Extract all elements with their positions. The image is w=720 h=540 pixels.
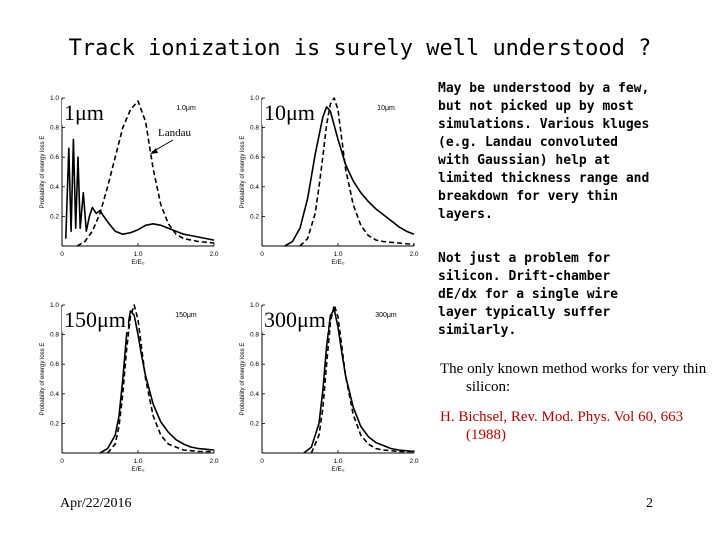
x-tick-label: 2.0 (209, 458, 218, 465)
series-calculation-line (65, 138, 215, 241)
y-tick-label: 0.4 (50, 184, 59, 191)
inset-thickness-label: 150μm (175, 312, 197, 319)
x-tick-label: 1.0 (333, 251, 342, 258)
landau-arrow-head (150, 148, 158, 154)
y-tick-label: 1.0 (250, 95, 259, 102)
y-tick-label: 0.4 (250, 391, 259, 398)
y-axis-label: Probability of energy loss E (40, 136, 46, 209)
method-note: The only known method works for very thi… (440, 361, 707, 395)
page-number: 2 (646, 496, 653, 511)
thickness-label: 10μm (264, 100, 315, 125)
x-tick-label: 1.0 (333, 458, 342, 465)
y-tick-label: 0.6 (250, 154, 259, 161)
slide-title: Track ionization is surely well understo… (68, 36, 652, 61)
chart-panel-150um: 0.2 0.4 0.6 0.8 1.0 0 1.0 2.0 E/E₀ Probability of… (40, 302, 219, 473)
inset-thickness-label: 300μm (375, 312, 397, 319)
x-tick-label: 2.0 (409, 458, 418, 465)
thickness-label: 1μm (64, 100, 104, 125)
y-tick-label: 0.2 (250, 420, 259, 427)
thickness-label-bg (62, 307, 128, 332)
series-landau-line (310, 304, 414, 454)
landau-label: Landau (158, 127, 191, 139)
thickness-label: 300μm (264, 307, 326, 332)
x-tick-label: 2.0 (209, 251, 218, 258)
landau-annotation: Landau (150, 127, 191, 154)
x-axis-label: E/E₀ (331, 259, 344, 266)
y-tick-label: 0.2 (50, 420, 59, 427)
y-tick-label: 0.4 (50, 391, 59, 398)
x-tick-label: 0 (60, 458, 64, 465)
y-tick-label: 0.8 (250, 332, 259, 339)
chart-panel-10um: 0.2 0.4 0.6 0.8 1.0 0 1.0 2.0 E/E₀ Probability of… (240, 95, 419, 266)
y-axis-label: Probability of energy loss E (240, 343, 246, 416)
footer-date: Apr/22/2016 (60, 496, 132, 511)
y-tick-label: 0.2 (50, 213, 59, 220)
thickness-label-bg (62, 100, 106, 125)
y-axis-label: Probability of energy loss E (240, 136, 246, 209)
y-tick-label: 0.6 (50, 361, 59, 368)
chart-panel-1um: 0.2 0.4 0.6 0.8 1.0 0 1.0 2.0 E/E₀ Probability of… (40, 95, 219, 266)
x-tick-label: 1.0 (133, 251, 142, 258)
x-tick-label: 0 (260, 251, 264, 258)
thickness-label-bg (262, 100, 317, 125)
series-landau-line (299, 97, 415, 247)
y-tick-label: 1.0 (50, 302, 59, 309)
y-tick-label: 1.0 (250, 302, 259, 309)
series-landau-line (106, 304, 214, 454)
series-calculation-line (99, 310, 215, 454)
x-axis-label: E/E₀ (331, 466, 344, 473)
y-tick-label: 0.8 (250, 125, 259, 132)
series-calculation-line (284, 106, 415, 247)
y-tick-label: 0.4 (250, 184, 259, 191)
x-tick-label: 0 (60, 251, 64, 258)
y-tick-label: 0.2 (250, 213, 259, 220)
x-tick-label: 1.0 (133, 458, 142, 465)
y-tick-label: 1.0 (50, 95, 59, 102)
explanation-paragraph-2: Not just a problem for silicon. Drift-ch… (438, 251, 619, 338)
y-tick-label: 0.8 (50, 125, 59, 132)
thickness-label: 150μm (64, 307, 126, 332)
inset-thickness-label: 1.0μm (176, 105, 196, 112)
x-tick-label: 0 (260, 458, 264, 465)
thickness-label-bg (262, 307, 328, 332)
y-axis-label: Probability of energy loss E (40, 343, 46, 416)
x-tick-label: 2.0 (409, 251, 418, 258)
series-landau-line (76, 100, 215, 247)
chart-panel-300um: 0.2 0.4 0.6 0.8 1.0 0 1.0 2.0 E/E₀ Probability of… (240, 302, 419, 473)
y-tick-label: 0.6 (250, 361, 259, 368)
y-tick-label: 0.6 (50, 154, 59, 161)
reference-citation: H. Bichsel, Rev. Mod. Phys. Vol 60, 663 … (440, 409, 684, 443)
explanation-paragraph-1: May be understood by a few, but not pick… (438, 81, 650, 222)
y-tick-label: 0.8 (50, 332, 59, 339)
x-axis-label: E/E₀ (131, 259, 144, 266)
inset-thickness-label: 10μm (377, 105, 395, 112)
x-axis-label: E/E₀ (131, 466, 144, 473)
